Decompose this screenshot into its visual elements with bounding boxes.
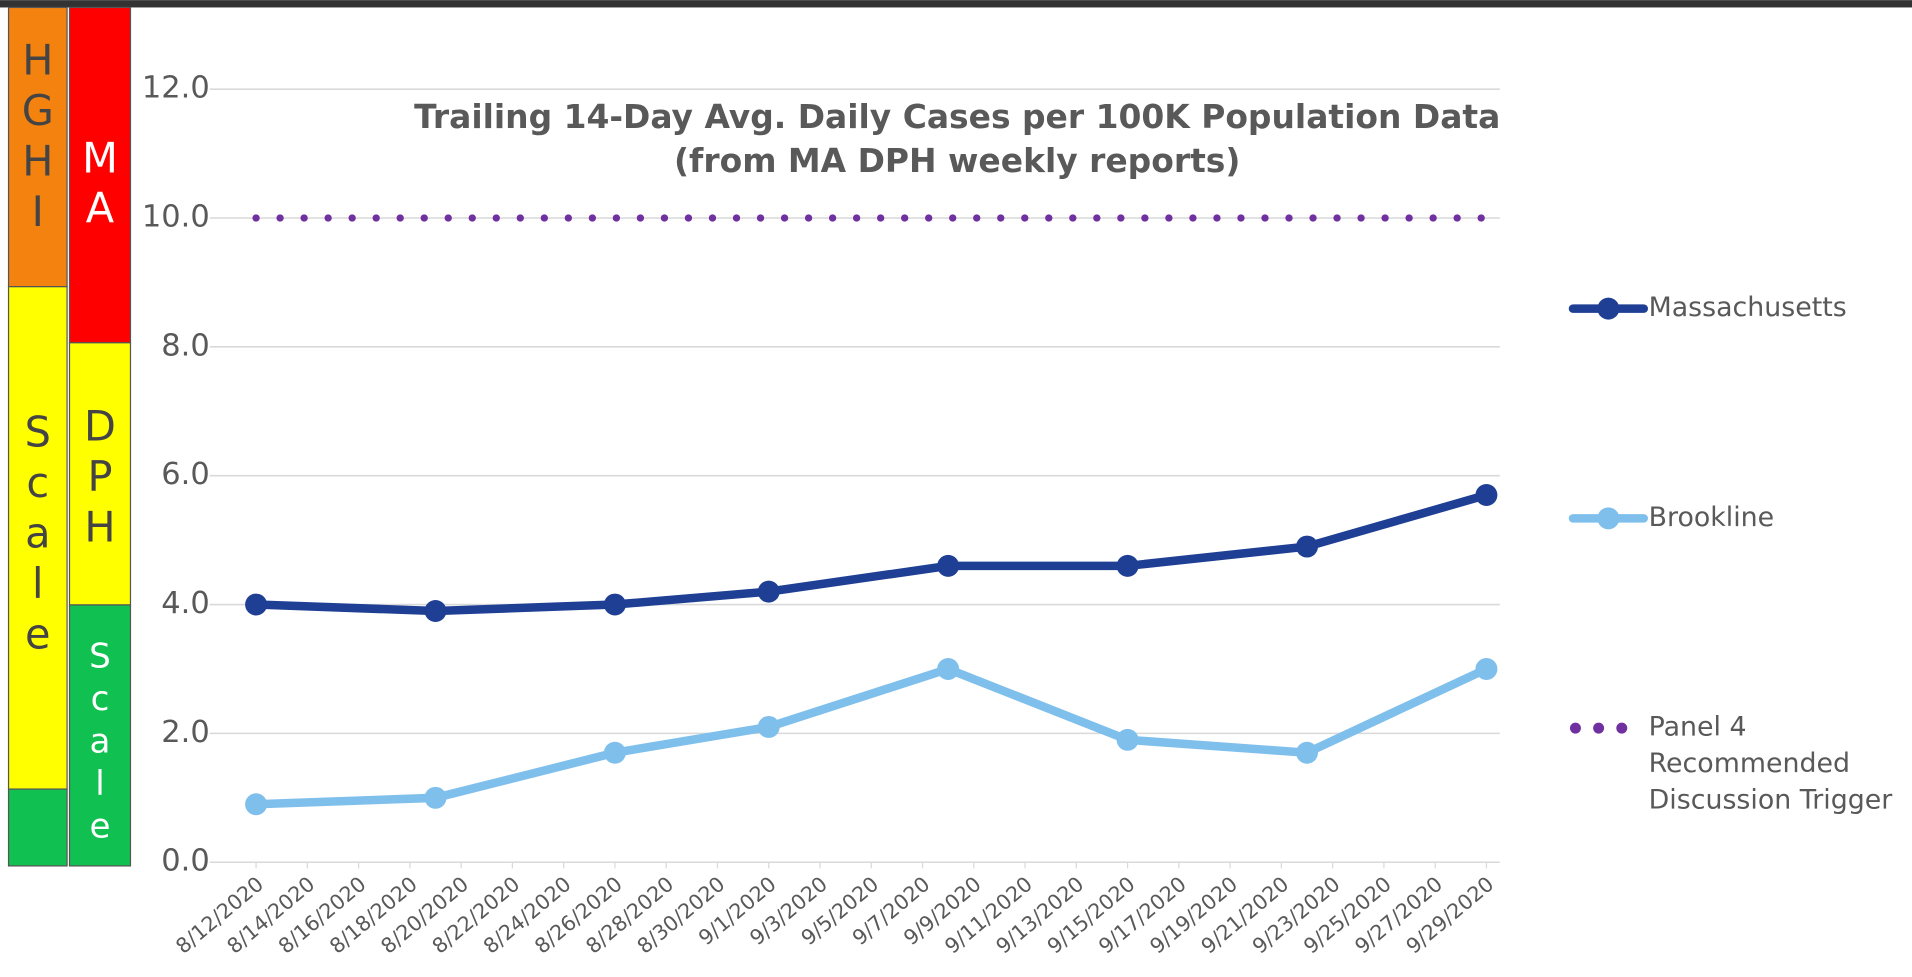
- data-point: [424, 786, 447, 809]
- legend-dot: [1593, 722, 1605, 734]
- data-point: [1475, 484, 1498, 506]
- data-point: [245, 793, 268, 816]
- orange-band: [7, 6, 68, 288]
- legend-label: Brookline: [1649, 502, 1775, 533]
- legend-dot: [1569, 722, 1581, 734]
- data-point: [1116, 554, 1139, 577]
- data-point: [937, 554, 960, 577]
- legend-label: Massachusetts: [1649, 292, 1847, 323]
- red-band: [68, 6, 132, 344]
- yellow-band: [7, 286, 68, 790]
- chart-subtitle: (from MA DPH weekly reports): [674, 141, 1240, 180]
- green-band: [7, 788, 68, 867]
- legend-dot: [1616, 722, 1628, 734]
- data-point: [1296, 741, 1318, 764]
- legend-marker: [1597, 507, 1620, 530]
- chart-title: Trailing 14-Day Avg. Daily Cases per 100…: [414, 97, 1500, 136]
- series-line: [251, 664, 1491, 809]
- data-point: [603, 741, 626, 764]
- data-point: [1296, 535, 1318, 558]
- y-tick-label: 8.0: [161, 328, 209, 363]
- data-point: [245, 593, 268, 616]
- green-band: [68, 604, 132, 867]
- data-point: [937, 657, 960, 680]
- legend-label: Panel 4 Recommended Discussion Trigger: [1648, 712, 1893, 816]
- scale-word: HGHI: [14, 37, 62, 239]
- data-point: [1116, 728, 1139, 751]
- y-tick-label: 10.0: [142, 199, 210, 234]
- y-tick-label: 12.0: [142, 71, 210, 106]
- y-tick-label: 0.0: [161, 844, 209, 879]
- hghi-scale: HGHI Scale: [7, 6, 68, 867]
- top-bar: [0, 0, 1912, 8]
- ma-dph-scale: MA DPH Scale: [68, 6, 132, 867]
- y-tick-label: 6.0: [161, 457, 209, 492]
- yellow-band: [68, 342, 132, 606]
- scale-word: Scale: [14, 409, 62, 661]
- series-line: [251, 490, 1491, 616]
- data-point: [757, 580, 780, 603]
- data-point: [1475, 657, 1498, 680]
- data-point: [757, 715, 780, 738]
- legend-marker: [1597, 297, 1620, 320]
- scale-word: MA: [76, 134, 124, 235]
- scale-word: DPH: [76, 403, 124, 554]
- y-tick-label: 2.0: [161, 715, 209, 750]
- scale-word: Scale: [80, 637, 120, 849]
- data-point: [424, 600, 447, 622]
- data-point: [603, 593, 626, 616]
- legend-label-box: Panel 4 Recommended Discussion Trigger: [1648, 712, 1893, 816]
- y-tick-label: 4.0: [161, 586, 209, 621]
